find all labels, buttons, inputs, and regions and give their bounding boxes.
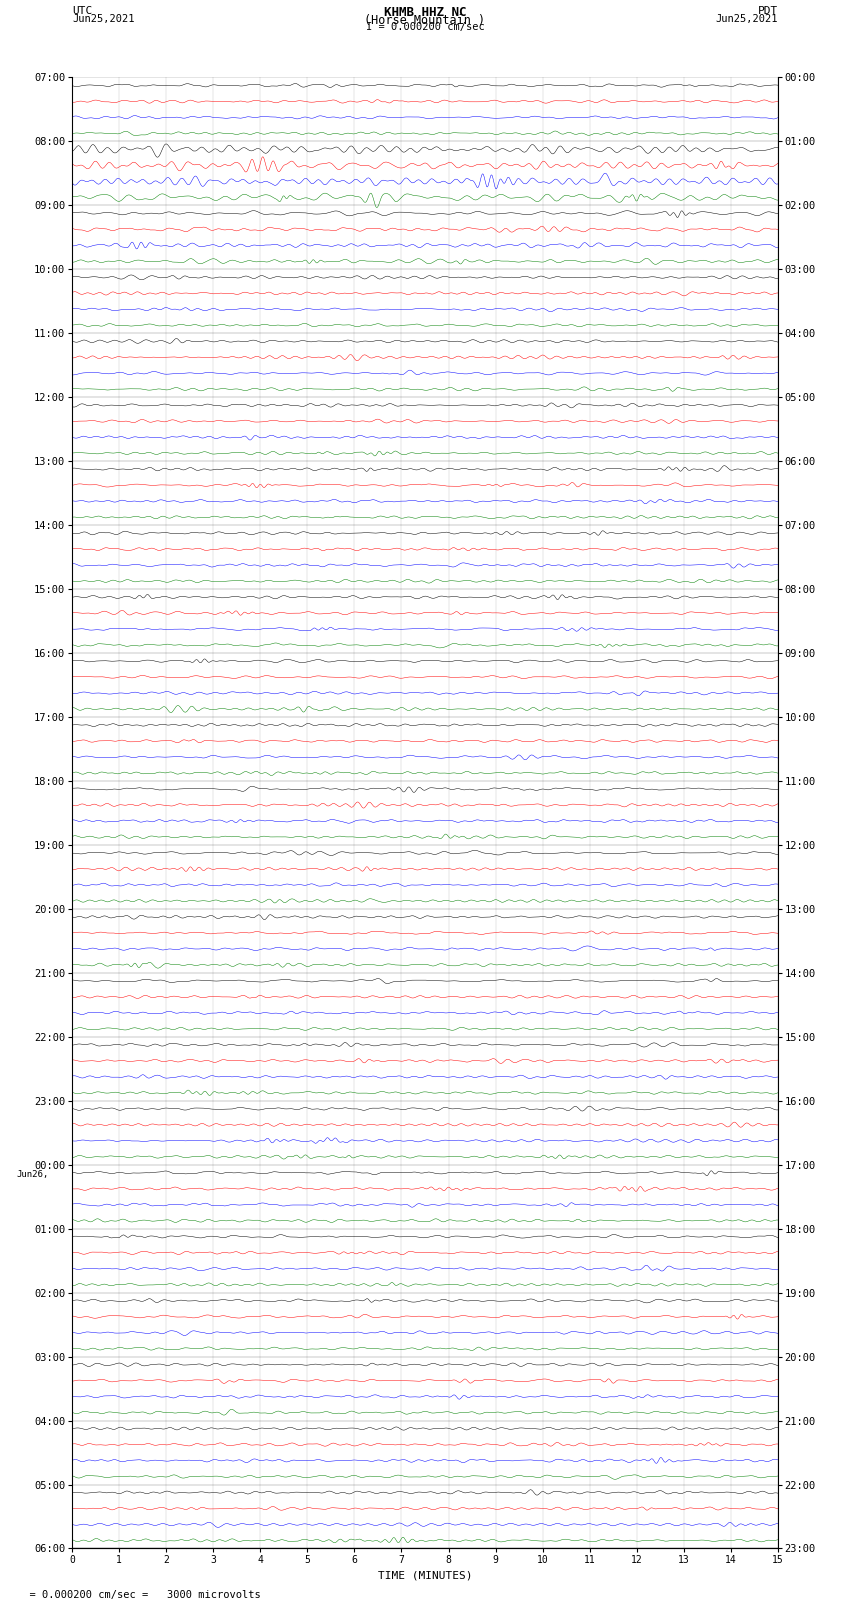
Text: UTC: UTC [72, 5, 93, 16]
Text: Jun25,2021: Jun25,2021 [72, 13, 135, 24]
Text: KHMB HHZ NC: KHMB HHZ NC [383, 5, 467, 19]
Text: PDT: PDT [757, 5, 778, 16]
Text: = 0.000200 cm/sec =   3000 microvolts: = 0.000200 cm/sec = 3000 microvolts [17, 1590, 261, 1600]
Text: Jun25,2021: Jun25,2021 [715, 13, 778, 24]
Text: I = 0.000200 cm/sec: I = 0.000200 cm/sec [366, 23, 484, 32]
Text: Jun26,: Jun26, [16, 1169, 48, 1179]
X-axis label: TIME (MINUTES): TIME (MINUTES) [377, 1571, 473, 1581]
Text: (Horse Mountain ): (Horse Mountain ) [365, 13, 485, 27]
